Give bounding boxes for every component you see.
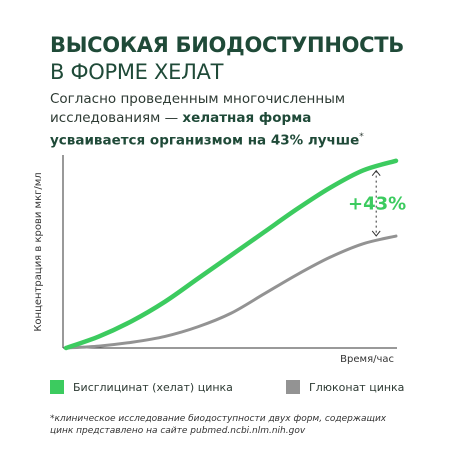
x-axis-label: Время/час <box>340 354 394 365</box>
intro-text: Согласно проведенным многочисленным иссл… <box>50 90 410 151</box>
y-axis-label: Концентрация в крови мкг/мл <box>33 172 44 331</box>
difference-label: +43% <box>348 193 406 214</box>
legend-item-chelate: Бисглицинат (хелат) цинка <box>50 380 233 394</box>
legend-label-gluconate: Глюконат цинка <box>309 380 405 394</box>
intro-bold: хелатная форма усваивается организмом на… <box>50 110 360 149</box>
difference-arrow-head-top <box>371 169 381 176</box>
legend-item-gluconate: Глюконат цинка <box>286 380 404 394</box>
legend-label-chelate: Бисглицинат (хелат) цинка <box>73 380 233 394</box>
footnote: *клиническое исследование биодоступности… <box>50 414 387 436</box>
legend-swatch-chelate <box>50 380 64 394</box>
page-subtitle: В ФОРМЕ ХЕЛАТ <box>50 60 224 84</box>
series-line-1 <box>64 234 398 350</box>
series-line-0 <box>63 158 399 351</box>
legend-swatch-gluconate <box>286 380 300 394</box>
difference-arrow-head-bottom <box>371 230 381 237</box>
page-title: ВЫСОКАЯ БИОДОСТУПНОСТЬ <box>50 33 404 57</box>
intro-plain: Согласно проведенным многочисленным иссл… <box>50 91 346 126</box>
intro-footnote-mark: * <box>359 132 364 142</box>
